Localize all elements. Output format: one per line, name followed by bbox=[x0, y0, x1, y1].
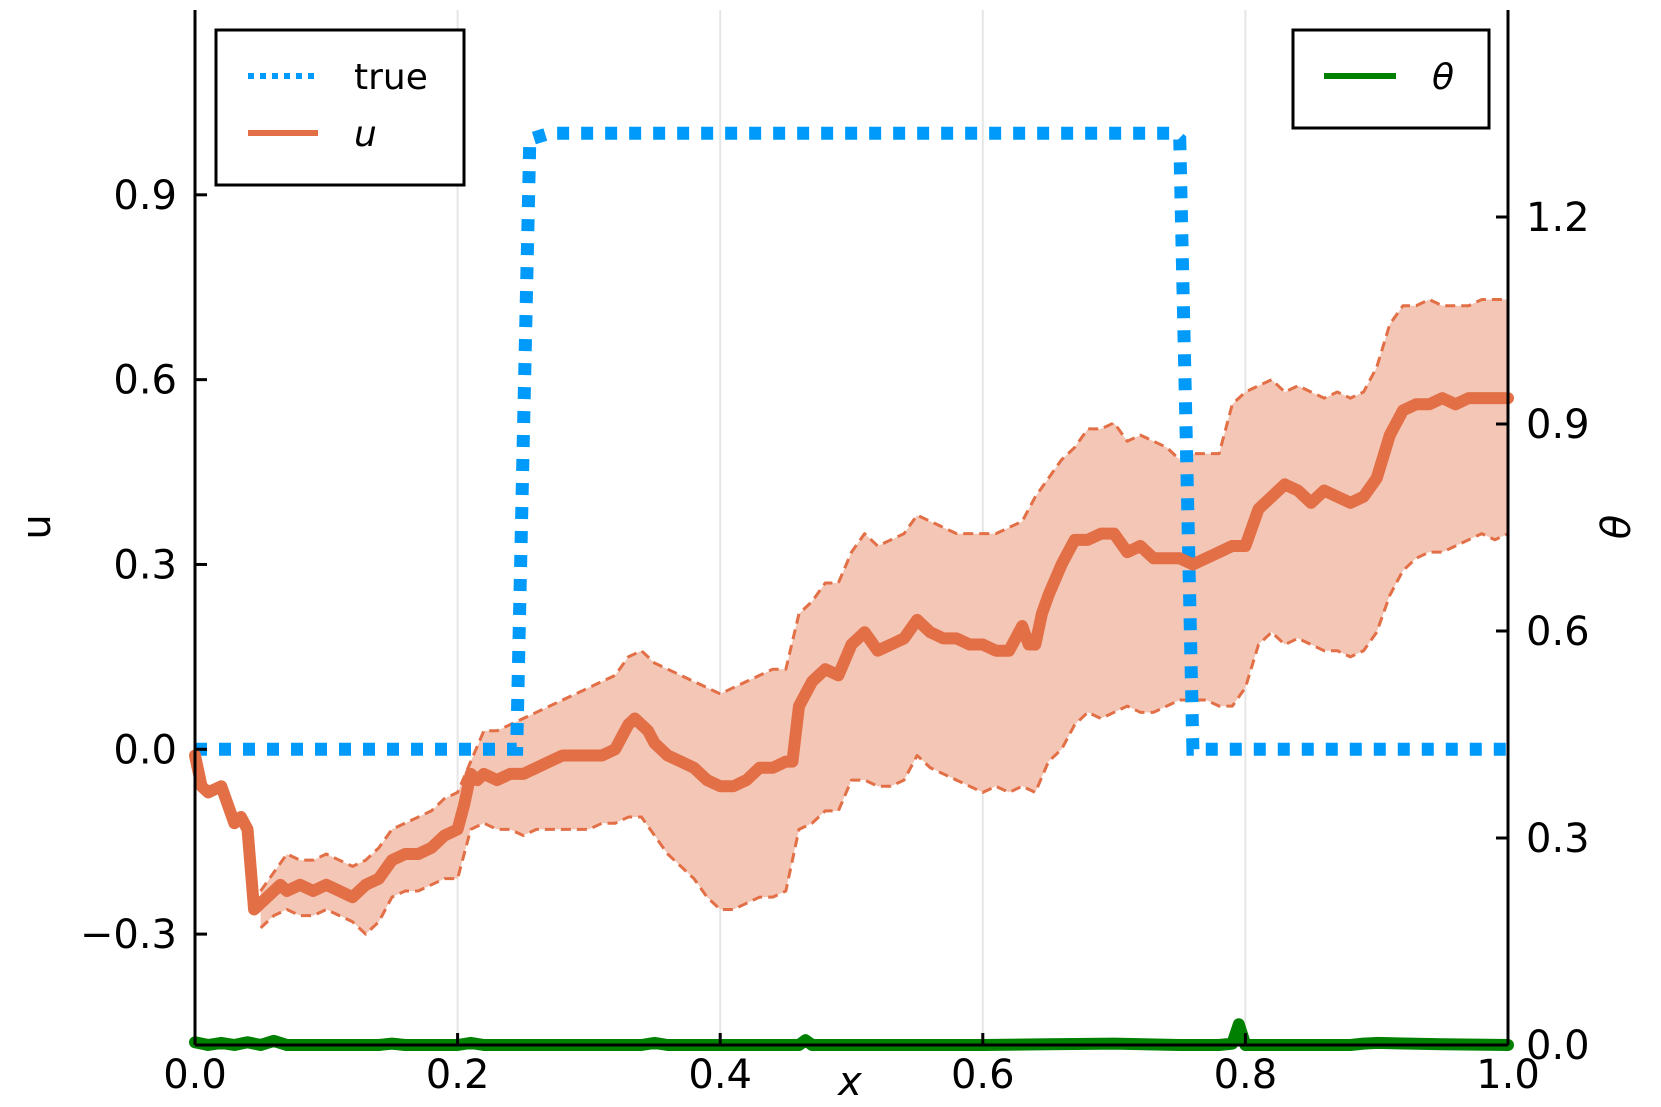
legend-u-label: u bbox=[354, 114, 377, 155]
y-right-tick-label-0: 0.0 bbox=[1526, 1023, 1590, 1069]
u-band-fill bbox=[260, 299, 1508, 935]
x-tick-label-0: 0.0 bbox=[163, 1052, 227, 1098]
legend-left-box bbox=[214, 28, 466, 187]
y-left-tick-label-0: −0.3 bbox=[80, 912, 177, 958]
y-left-tick-label-3: 0.6 bbox=[113, 358, 177, 404]
x-tick-label-1: 0.2 bbox=[426, 1052, 490, 1098]
axes bbox=[193, 10, 1510, 1047]
u-band-upper-line bbox=[259, 298, 1508, 892]
x-tick-label-5: 1.0 bbox=[1476, 1052, 1540, 1098]
x-tick-label-3: 0.6 bbox=[951, 1052, 1015, 1098]
legend-right: θ bbox=[1291, 28, 1491, 130]
u-band-lower-line bbox=[259, 532, 1509, 936]
ticks: 0.0 0.2 0.4 0.6 0.8 1.0 −0.3 0.0 0.3 0.6 0.9 0.0 0.3… bbox=[80, 173, 1590, 1098]
x-tick-label-4: 0.8 bbox=[1214, 1052, 1278, 1098]
y-axis-right-label: θ bbox=[1594, 515, 1640, 539]
y-right-tick-label-1: 0.3 bbox=[1526, 816, 1590, 862]
y-right-tick-label-2: 0.6 bbox=[1526, 609, 1590, 655]
legend-left: true u bbox=[214, 28, 466, 187]
true-series-line bbox=[195, 126, 1508, 756]
u-confidence-band bbox=[260, 299, 1508, 935]
y-left-tick-label-4: 0.9 bbox=[113, 173, 177, 219]
y-right-tick-label-4: 1.2 bbox=[1526, 195, 1590, 241]
legend-true-label: true bbox=[354, 57, 428, 98]
y-left-tick-label-1: 0.0 bbox=[113, 727, 177, 773]
u-series-line bbox=[189, 392, 1514, 916]
y-left-tick-label-2: 0.3 bbox=[113, 542, 177, 588]
y-axis-left-label: u bbox=[14, 514, 60, 539]
legend-theta-label: θ bbox=[1432, 57, 1454, 98]
x-axis-label: x bbox=[836, 1059, 862, 1105]
y-right-tick-label-3: 0.9 bbox=[1526, 402, 1590, 448]
x-tick-label-2: 0.4 bbox=[688, 1052, 752, 1098]
